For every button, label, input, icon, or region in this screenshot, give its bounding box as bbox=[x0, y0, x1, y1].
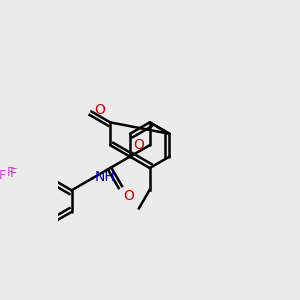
Text: O: O bbox=[94, 103, 105, 117]
Text: NH: NH bbox=[94, 170, 115, 184]
Text: F: F bbox=[7, 167, 14, 179]
Text: O: O bbox=[134, 138, 144, 152]
Text: F: F bbox=[0, 169, 6, 182]
Text: O: O bbox=[123, 189, 134, 202]
Text: F: F bbox=[9, 167, 16, 180]
